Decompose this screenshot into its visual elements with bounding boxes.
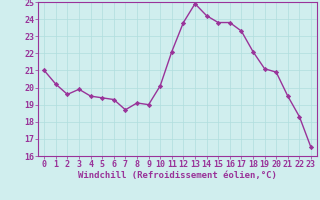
X-axis label: Windchill (Refroidissement éolien,°C): Windchill (Refroidissement éolien,°C) <box>78 171 277 180</box>
